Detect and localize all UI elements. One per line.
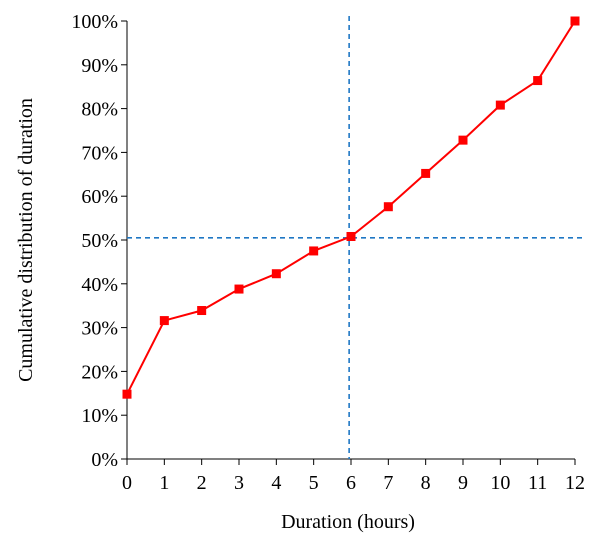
y-tick-label: 80% xyxy=(81,99,118,121)
x-tick-label: 10 xyxy=(490,472,510,494)
data-point xyxy=(197,306,207,316)
data-point xyxy=(309,246,319,256)
series-line xyxy=(126,20,576,395)
y-tick-label: 20% xyxy=(81,361,118,383)
x-tick-label: 6 xyxy=(346,472,356,494)
axes-layer xyxy=(121,20,576,465)
data-point xyxy=(383,202,393,212)
data-point xyxy=(458,135,468,145)
y-tick-label: 100% xyxy=(71,11,118,33)
data-point xyxy=(271,269,281,279)
data-point xyxy=(122,389,132,399)
x-tick-label: 3 xyxy=(234,472,244,494)
x-tick-label: 1 xyxy=(159,472,169,494)
y-tick-label: 0% xyxy=(91,449,118,471)
tick-labels: 0%10%20%30%40%50%60%70%80%90%100%0 1 2 3 4 5 6… xyxy=(71,11,585,494)
y-tick-label: 60% xyxy=(81,186,118,208)
x-tick-label: 11 xyxy=(528,472,547,494)
data-point xyxy=(346,231,356,241)
x-tick-label: 5 xyxy=(309,472,319,494)
data-point xyxy=(533,76,543,86)
data-point xyxy=(570,16,580,26)
y-axis-title: Cumulative distribution of duration xyxy=(15,98,37,382)
x-tick-label: 7 xyxy=(383,472,393,494)
y-tick-label: 50% xyxy=(81,230,118,252)
x-tick-label: 4 xyxy=(271,472,281,494)
x-axis-title: Duration (hours) xyxy=(281,511,415,533)
y-tick-label: 40% xyxy=(81,274,118,296)
y-tick-label: 70% xyxy=(81,142,118,164)
x-tick-label: 2 xyxy=(197,472,207,494)
data-point xyxy=(159,316,169,326)
data-point xyxy=(495,100,505,110)
series-layer xyxy=(122,16,580,399)
x-tick-label: 8 xyxy=(421,472,431,494)
x-tick-label: 12 xyxy=(565,472,585,494)
y-tick-label: 90% xyxy=(81,55,118,77)
data-point xyxy=(234,284,244,294)
x-tick-label: 0 xyxy=(122,472,132,494)
x-tick-label: 9 xyxy=(458,472,468,494)
y-tick-label: 30% xyxy=(81,318,118,340)
y-tick-label: 10% xyxy=(81,405,118,427)
data-point xyxy=(421,168,431,178)
